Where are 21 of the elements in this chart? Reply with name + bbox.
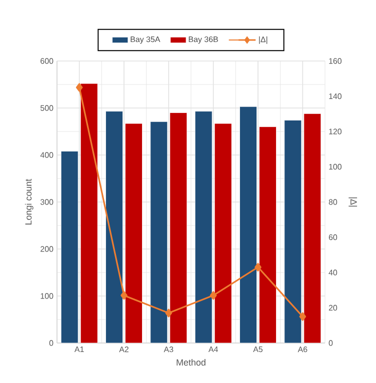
point	[120, 291, 128, 300]
bar	[259, 126, 276, 343]
y2-axis-title: |Δ|	[348, 197, 358, 207]
point	[76, 83, 83, 92]
bar	[106, 111, 123, 343]
bar	[214, 123, 232, 343]
bar	[60, 151, 78, 343]
point	[210, 291, 217, 300]
bar	[150, 121, 168, 343]
point	[299, 312, 306, 321]
bar	[284, 120, 302, 343]
bar	[125, 123, 142, 343]
point	[165, 308, 172, 318]
y-axis-title: Longi count	[24, 178, 34, 224]
bar	[170, 112, 188, 343]
bar	[194, 111, 212, 343]
bar	[240, 106, 257, 343]
point	[254, 262, 262, 272]
bar	[80, 83, 98, 343]
bar	[304, 113, 322, 343]
x-axis-title: Method	[176, 359, 206, 366]
